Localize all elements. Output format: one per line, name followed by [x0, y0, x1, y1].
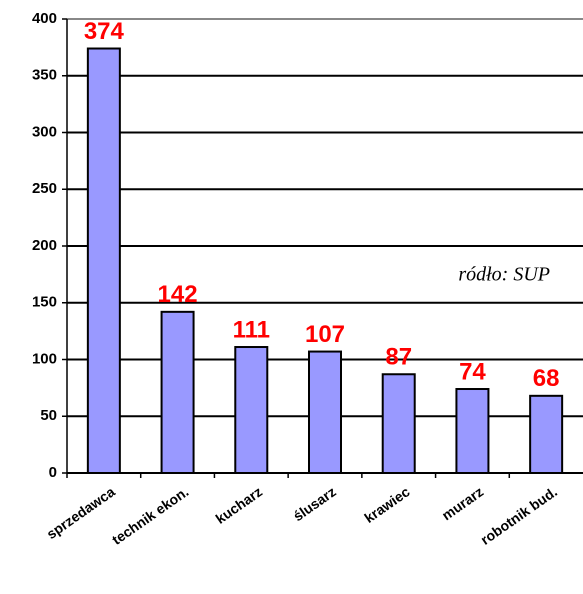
value-label: 111 — [233, 316, 270, 343]
annotation: ródło: SUP — [458, 264, 550, 286]
bar — [86, 47, 121, 474]
bar — [160, 310, 195, 474]
y-tick-label: 250 — [32, 180, 57, 197]
value-label: 107 — [305, 321, 345, 348]
x-tick-label: murarz — [439, 483, 486, 523]
y-tick-label: 300 — [32, 123, 57, 140]
y-tick-label: 100 — [32, 350, 57, 367]
bar — [529, 394, 564, 475]
y-tick-label: 0 — [49, 464, 57, 481]
x-tick-label: ślusarz — [290, 483, 339, 524]
value-label: 74 — [459, 358, 486, 385]
x-tick-label: technik ekon. — [109, 483, 191, 547]
value-label: 68 — [533, 365, 560, 392]
y-tick-label: 150 — [32, 294, 57, 311]
x-tick-label: kucharz — [213, 483, 266, 526]
value-label: 374 — [84, 18, 125, 45]
value-label: 87 — [385, 344, 412, 371]
x-tick-label: robotnik bud. — [478, 483, 560, 547]
bar — [455, 388, 490, 475]
bar — [381, 373, 416, 475]
bar — [234, 346, 269, 475]
bar — [308, 350, 342, 474]
y-tick-label: 350 — [32, 67, 57, 84]
y-tick-label: 50 — [40, 407, 57, 424]
x-tick-label: krawiec — [361, 483, 412, 526]
y-tick-label: 200 — [32, 237, 57, 254]
y-tick-label: 400 — [32, 10, 57, 27]
value-label: 142 — [158, 281, 198, 308]
x-tick-label: sprzedawca — [44, 483, 118, 542]
